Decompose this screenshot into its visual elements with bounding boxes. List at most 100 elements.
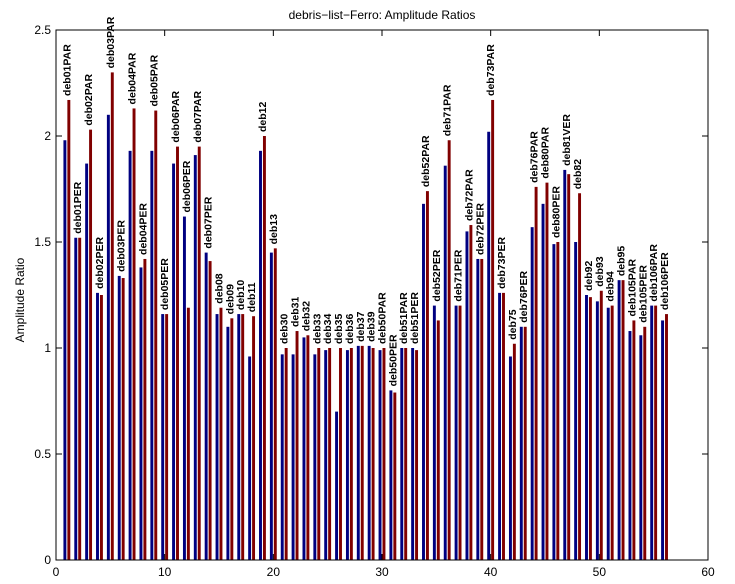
bar-deb03PER-s2: [121, 278, 125, 560]
bar-deb50PAR-s2: [382, 348, 386, 560]
bar-label: deb30: [279, 313, 291, 344]
bar-deb94-s1: [606, 307, 610, 560]
x-tick-label: 30: [375, 565, 389, 579]
bar-deb75-s2: [512, 343, 516, 560]
bar-deb11-s1: [248, 356, 252, 560]
bar-deb92-s2: [588, 297, 592, 560]
y-tick-label: 2.5: [34, 23, 51, 37]
bar-label: deb76PAR: [529, 131, 541, 183]
bar-deb32-s2: [306, 335, 310, 560]
bar-deb82-s1: [574, 242, 578, 560]
bar-deb106PER-s2: [665, 314, 668, 560]
bar-label: deb09: [224, 284, 236, 315]
bar-label: deb93: [594, 256, 606, 287]
bar-deb106PAR-s1: [650, 305, 654, 560]
bar-deb04PAR-s1: [128, 150, 132, 560]
bar-label: deb03PAR: [105, 16, 117, 68]
bar-deb71PAR-s1: [443, 165, 447, 560]
x-tick-label: 60: [701, 565, 715, 579]
bar-deb76PAR-s2: [534, 186, 538, 560]
bar-label: deb06PAR: [170, 90, 182, 142]
bar-deb50PER-s1: [389, 390, 393, 560]
bar-deb13-s1: [269, 252, 273, 560]
bar-label: deb105PAR: [626, 258, 638, 316]
bar-label: deb50PER: [387, 334, 399, 386]
bar-deb06PAR-s1: [172, 163, 176, 560]
bar-label: deb80PER: [550, 186, 562, 238]
bar-deb75-s1: [508, 356, 512, 560]
bar-deb73PAR-s1: [487, 131, 491, 560]
bar-deb30-s1: [280, 354, 284, 560]
bar-label: deb06PER: [181, 160, 193, 212]
bar-label: deb02PER: [94, 237, 106, 289]
bar-deb12-s2: [262, 136, 266, 560]
bar-deb52PER-s1: [432, 305, 436, 560]
bar-deb07PER-s1: [204, 252, 208, 560]
bar-labels-layer: deb01PAR deb01PER deb02PAR deb02PER deb03PAR…: [61, 16, 671, 386]
bar-label: deb71PER: [453, 249, 465, 301]
bar-label: deb07PER: [203, 196, 215, 248]
bar-label: deb35: [333, 313, 345, 344]
bar-deb06PER-s2: [186, 307, 190, 560]
y-axis-label: Amplitude Ratio: [13, 257, 27, 342]
bar-label: deb94: [605, 271, 617, 302]
bar-deb51PER-s2: [415, 350, 419, 560]
bar-deb51PAR-s2: [404, 348, 408, 560]
bar-label: deb37: [355, 311, 367, 342]
bar-deb13-s2: [273, 248, 277, 561]
bar-deb52PAR-s2: [425, 191, 429, 560]
bar-label: deb13: [268, 214, 280, 245]
bar-deb80PAR-s2: [545, 182, 549, 560]
x-tick-label: 40: [484, 565, 498, 579]
bar-label: deb02PAR: [83, 73, 95, 125]
bar-deb31-s2: [295, 331, 299, 560]
bar-label: deb34: [322, 313, 334, 344]
y-tick-label: 2: [44, 129, 51, 143]
bar-deb72PER-s2: [480, 258, 484, 560]
bar-deb94-s2: [610, 305, 614, 560]
bar-deb02PER-s2: [99, 295, 103, 560]
x-tick-label: 10: [158, 565, 172, 579]
bar-deb52PAR-s1: [422, 203, 425, 560]
bar-deb32-s1: [302, 337, 306, 560]
bar-deb72PER-s1: [476, 258, 480, 560]
bar-deb01PAR-s1: [63, 140, 67, 561]
bar-deb02PER-s1: [96, 292, 99, 560]
bar-label: deb05PER: [159, 258, 171, 310]
bar-deb76PAR-s1: [530, 227, 534, 560]
bar-deb02PAR-s1: [85, 163, 89, 560]
bar-deb37-s1: [356, 345, 360, 560]
bar-deb80PAR-s1: [541, 203, 545, 560]
bar-deb105PAR-s1: [628, 331, 632, 560]
bar-deb106PER-s1: [661, 320, 665, 560]
bar-deb71PER-s2: [458, 305, 462, 560]
bar-deb72PAR-s2: [469, 225, 473, 561]
bar-label: deb52PER: [431, 249, 443, 301]
bar-deb51PER-s1: [411, 348, 415, 560]
bar-label: deb106PAR: [648, 244, 660, 302]
bar-deb08-s2: [219, 307, 223, 560]
bar-deb73PER-s1: [498, 292, 502, 560]
bar-deb05PAR-s1: [150, 150, 154, 560]
bar-label: deb51PAR: [398, 292, 410, 344]
bar-deb93-s1: [595, 301, 599, 560]
x-tick-label: 50: [593, 565, 607, 579]
bar-deb01PER-s2: [78, 237, 82, 560]
bar-label: deb51PER: [409, 292, 421, 344]
y-tick-label: 1.5: [34, 235, 51, 249]
bar-deb39-s2: [371, 348, 375, 560]
bar-deb03PER-s1: [117, 275, 121, 560]
bar-label: deb32: [300, 301, 312, 332]
bar-label: deb95: [616, 246, 628, 277]
bar-deb04PAR-s2: [132, 108, 136, 560]
x-tick-label: 0: [53, 565, 60, 579]
bar-deb76PER-s2: [523, 326, 527, 560]
bar-label: deb07PAR: [192, 90, 204, 142]
bar-deb51PAR-s1: [400, 348, 404, 560]
bar-label: deb08: [214, 273, 226, 304]
bar-deb80PER-s2: [556, 242, 560, 560]
bar-deb72PAR-s1: [465, 231, 469, 560]
bar-deb81VER-s2: [567, 174, 571, 560]
y-tick-label: 0: [44, 553, 51, 567]
